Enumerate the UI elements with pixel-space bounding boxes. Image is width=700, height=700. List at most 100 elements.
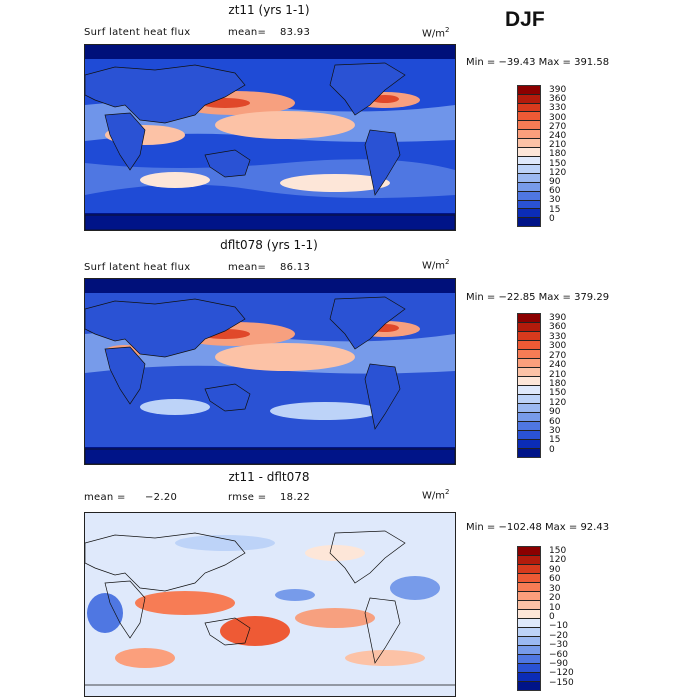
panel2-min-max: Min = −22.85 Max = 379.29 — [466, 292, 610, 303]
panel3-mean-value: −2.20 — [145, 492, 178, 503]
colorbar-tick-label: −30 — [549, 640, 568, 651]
panel3-rmse-value: 18.22 — [280, 492, 311, 503]
colorbar-swatch — [518, 102, 540, 112]
colorbar-tick-label: 90 — [549, 407, 561, 418]
panel3-rmse-label: rmse = — [228, 492, 267, 503]
colorbar-tick-label: 270 — [549, 121, 567, 132]
colorbar-tick-label: 390 — [549, 313, 567, 323]
panel3-colorbar — [517, 546, 541, 691]
colorbar-swatch — [518, 137, 540, 147]
panel2-map — [84, 278, 456, 465]
colorbar-swatch — [518, 573, 540, 582]
colorbar-tick-label: 330 — [549, 103, 567, 114]
panel2-field-label: Surf latent heat flux — [84, 262, 191, 273]
colorbar-tick-label: 240 — [549, 360, 567, 371]
panel1-min-max: Min = −39.43 Max = 391.58 — [466, 57, 610, 68]
colorbar-tick-label: 0 — [549, 444, 555, 455]
colorbar-swatch — [518, 322, 540, 331]
colorbar-swatch — [518, 120, 540, 130]
colorbar-swatch — [518, 439, 540, 448]
panel2-mean-value: 86.13 — [280, 262, 311, 273]
colorbar-tick-label: 330 — [549, 331, 567, 342]
colorbar-swatch — [518, 217, 540, 226]
colorbar-tick-label: −120 — [549, 668, 574, 679]
colorbar-swatch — [518, 181, 540, 191]
colorbar-swatch — [518, 349, 540, 358]
panel3-colorbar-ticks: 150 120 90 60 30 20 10 0 −10 −20 −30 −60 −90 −120 −150 — [549, 547, 574, 688]
colorbar-tick-label: 15 — [549, 204, 561, 215]
colorbar-tick-label: −150 — [549, 677, 574, 688]
colorbar-tick-label: 0 — [549, 611, 555, 622]
colorbar-swatch — [518, 199, 540, 209]
colorbar-tick-label: 360 — [549, 322, 567, 333]
colorbar-tick-label: 60 — [549, 416, 561, 427]
colorbar-tick-label: 300 — [549, 341, 567, 352]
colorbar-swatch — [518, 645, 540, 654]
colorbar-tick-label: −60 — [549, 649, 568, 660]
colorbar-swatch — [518, 173, 540, 182]
colorbar-swatch — [518, 636, 540, 645]
colorbar-swatch — [518, 618, 540, 627]
panel1-mean-label: mean= — [228, 27, 267, 38]
colorbar-swatch — [518, 403, 540, 412]
panel1-units: W/m2 — [422, 26, 450, 40]
panel1-map — [84, 44, 456, 231]
colorbar-tick-label: 180 — [549, 378, 567, 389]
colorbar-tick-label: 300 — [549, 112, 567, 123]
colorbar-tick-label: 0 — [549, 213, 555, 224]
colorbar-tick-label: −20 — [549, 630, 568, 641]
colorbar-swatch — [518, 394, 540, 403]
panel1-colorbar — [517, 85, 541, 227]
panel3-title: zt11 - dflt078 — [228, 470, 310, 484]
colorbar-swatch — [518, 376, 540, 385]
colorbar-tick-label: 210 — [549, 369, 567, 380]
colorbar-swatch — [518, 331, 540, 340]
colorbar-tick-label: 20 — [549, 593, 561, 604]
colorbar-swatch — [518, 385, 540, 394]
colorbar-tick-label: 120 — [549, 397, 567, 408]
panel3-units: W/m2 — [422, 488, 450, 502]
panel1-title: zt11 (yrs 1-1) — [228, 3, 310, 17]
colorbar-swatch — [518, 663, 540, 672]
panel1-mean-value: 83.93 — [280, 27, 311, 38]
colorbar-swatch — [518, 86, 540, 94]
colorbar-swatch — [518, 672, 540, 681]
colorbar-swatch — [518, 600, 540, 609]
colorbar-tick-label: 210 — [549, 140, 567, 151]
panel2-units: W/m2 — [422, 258, 450, 272]
colorbar-swatch — [518, 412, 540, 421]
panel2-title: dflt078 (yrs 1-1) — [220, 238, 318, 252]
colorbar-swatch — [518, 146, 540, 156]
colorbar-swatch — [518, 654, 540, 663]
colorbar-tick-label: 120 — [549, 555, 567, 566]
panel3-map — [84, 512, 456, 697]
colorbar-tick-label: 15 — [549, 435, 561, 446]
colorbar-swatch — [518, 358, 540, 367]
colorbar-swatch — [518, 314, 540, 322]
colorbar-tick-label: 180 — [549, 149, 567, 160]
colorbar-swatch — [518, 129, 540, 138]
colorbar-swatch — [518, 93, 540, 103]
colorbar-swatch — [518, 340, 540, 349]
colorbar-swatch — [518, 555, 540, 564]
colorbar-swatch — [518, 564, 540, 573]
colorbar-swatch — [518, 421, 540, 430]
colorbar-tick-label: 240 — [549, 131, 567, 142]
colorbar-tick-label: 150 — [549, 546, 567, 556]
colorbar-tick-label: 390 — [549, 85, 567, 95]
panel3-min-max: Min = −102.48 Max = 92.43 — [466, 522, 610, 533]
colorbar-swatch — [518, 190, 540, 200]
colorbar-swatch — [518, 681, 540, 690]
colorbar-swatch — [518, 448, 540, 457]
panel1-field-label: Surf latent heat flux — [84, 27, 191, 38]
colorbar-tick-label: 10 — [549, 602, 561, 613]
colorbar-tick-label: 150 — [549, 388, 567, 399]
colorbar-tick-label: 270 — [549, 350, 567, 361]
colorbar-tick-label: 60 — [549, 574, 561, 585]
panel3-mean-label: mean = — [84, 492, 126, 503]
panel2-mean-label: mean= — [228, 262, 267, 273]
colorbar-swatch — [518, 627, 540, 636]
colorbar-swatch — [518, 582, 540, 591]
colorbar-tick-label: 90 — [549, 177, 561, 188]
colorbar-tick-label: 150 — [549, 158, 567, 169]
